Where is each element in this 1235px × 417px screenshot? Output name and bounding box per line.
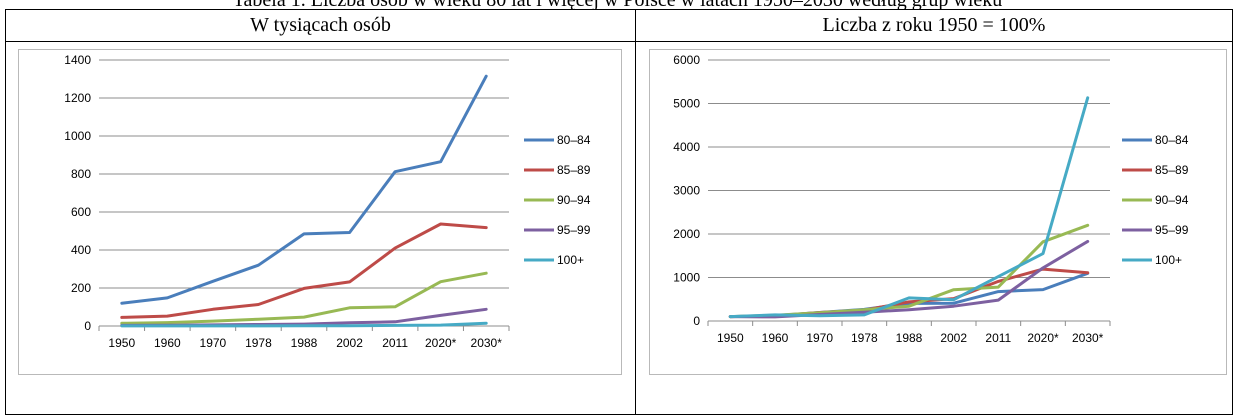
x-tick-label: 2011 <box>985 331 1011 345</box>
x-tick-label: 2020* <box>425 336 457 350</box>
table-caption: Tabela 1. Liczba osób w wieku 80 lat i w… <box>0 0 1235 9</box>
x-tick-label: 2002 <box>336 336 363 350</box>
y-tick-label: 4000 <box>673 140 700 154</box>
x-tick-label: 1988 <box>896 331 923 345</box>
right-line-chart: 0 1000 2000 3000 4000 5000 6000 1950 1960 1970 197… <box>673 53 1189 345</box>
y-tick-label: 0 <box>84 319 91 333</box>
y-tick-label: 600 <box>71 205 91 219</box>
x-tick-label: 1970 <box>806 331 833 345</box>
legend-label: 100+ <box>557 253 584 267</box>
right-chart-cell: 0 1000 2000 3000 4000 5000 6000 1950 1960 1970 197… <box>635 41 1233 415</box>
y-tick-label: 3000 <box>673 184 700 198</box>
left-chart-cell: 0 200 400 600 800 1000 1200 1400 1950 1960 1970 197… <box>5 41 636 415</box>
x-tick-label: 1950 <box>108 336 135 350</box>
x-tick-label: 2020* <box>1027 331 1059 345</box>
x-tick-label: 1960 <box>762 331 789 345</box>
series-line-1 <box>120 222 488 319</box>
y-tick-label: 6000 <box>673 53 700 67</box>
y-tick-label: 5000 <box>673 97 700 111</box>
legend-label: 85–89 <box>557 163 591 177</box>
legend-label: 100+ <box>1155 253 1182 267</box>
series-line-4 <box>728 96 1090 319</box>
legend-label: 85–89 <box>1155 163 1189 177</box>
x-tick-label: 1970 <box>200 336 227 350</box>
x-tick-label: 1988 <box>291 336 318 350</box>
legend-label: 95–99 <box>557 223 591 237</box>
x-tick-label: 1978 <box>245 336 272 350</box>
x-tick-label: 2030* <box>1072 331 1104 345</box>
y-tick-label: 1400 <box>64 53 91 67</box>
series-line-2 <box>120 271 488 325</box>
legend-label: 95–99 <box>1155 223 1189 237</box>
left-line-chart: 0 200 400 600 800 1000 1200 1400 1950 1960 1970 197… <box>64 53 591 350</box>
right-chart: 0 1000 2000 3000 4000 5000 6000 1950 1960 1970 197… <box>649 49 1227 375</box>
legend-label: 90–94 <box>1155 193 1189 207</box>
series-line-0 <box>120 74 488 305</box>
left-panel-title: W tysiącach osób <box>5 9 636 42</box>
y-tick-label: 400 <box>71 243 91 257</box>
y-tick-label: 200 <box>71 281 91 295</box>
legend-label: 90–94 <box>557 193 591 207</box>
right-panel-title: Liczba z roku 1950 = 100% <box>635 9 1233 42</box>
y-tick-label: 800 <box>71 167 91 181</box>
y-tick-label: 1200 <box>64 91 91 105</box>
x-tick-label: 2011 <box>382 336 408 350</box>
x-tick-label: 2030* <box>471 336 503 350</box>
x-tick-label: 1950 <box>717 331 744 345</box>
left-chart: 0 200 400 600 800 1000 1200 1400 1950 1960 1970 197… <box>18 49 622 375</box>
figure-table: W tysiącach osób Liczba z roku 1950 = 10… <box>5 9 1233 415</box>
y-tick-label: 1000 <box>64 129 91 143</box>
series-line-4 <box>120 321 488 328</box>
x-tick-label: 1960 <box>154 336 181 350</box>
x-tick-label: 2002 <box>940 331 967 345</box>
y-tick-label: 2000 <box>673 227 700 241</box>
legend-label: 80–84 <box>557 133 591 147</box>
x-tick-label: 1978 <box>851 331 878 345</box>
y-tick-label: 1000 <box>673 271 700 285</box>
y-tick-label: 0 <box>693 314 700 328</box>
legend-label: 80–84 <box>1155 133 1189 147</box>
